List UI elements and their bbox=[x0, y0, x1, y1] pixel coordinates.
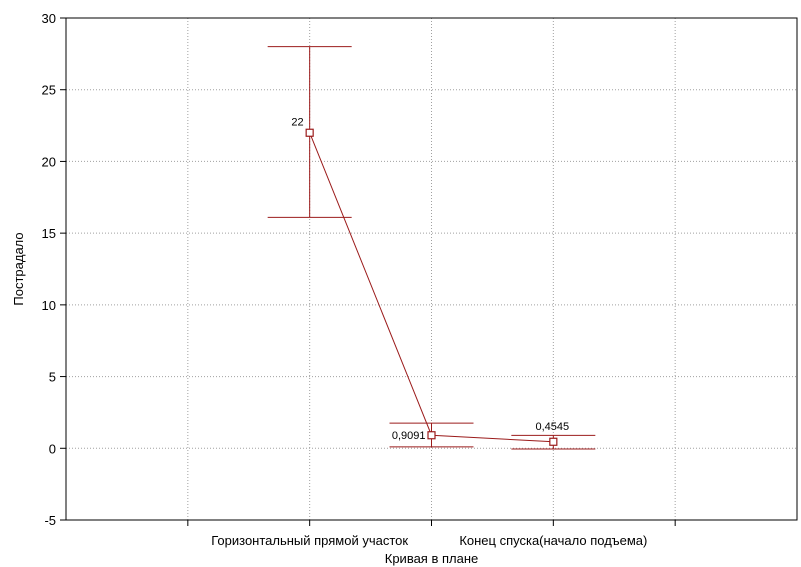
data-label: 0,9091 bbox=[392, 430, 426, 442]
y-tick-label: 10 bbox=[42, 298, 56, 313]
y-tick-label: 15 bbox=[42, 226, 56, 241]
x-axis: Горизонтальный прямой участок Конец спуск… bbox=[187, 520, 676, 548]
data-point bbox=[427, 431, 436, 440]
x-tick-label: Конец спуска(начало подъема) bbox=[459, 533, 647, 548]
y-tick-label: 25 bbox=[42, 83, 56, 98]
y-axis-title: Пострадало bbox=[11, 232, 26, 305]
data-label: 0,4545 bbox=[536, 421, 570, 433]
y-tick-label: 30 bbox=[42, 11, 56, 26]
x-tick-label: Горизонтальный прямой участок bbox=[211, 533, 408, 548]
x-axis-title: Кривая в плане bbox=[385, 551, 479, 566]
y-tick-label: 0 bbox=[49, 441, 56, 456]
y-tick-label: 5 bbox=[49, 370, 56, 385]
data-point bbox=[305, 128, 314, 137]
grid bbox=[66, 18, 797, 520]
data-label: 22 bbox=[291, 117, 303, 129]
series: 22 0,9091 0,4545 bbox=[267, 46, 596, 450]
y-tick-label: 20 bbox=[42, 154, 56, 169]
y-axis: -5 0 5 10 15 20 25 30 bbox=[42, 11, 66, 528]
y-tick-label: -5 bbox=[44, 513, 56, 528]
data-point bbox=[549, 437, 558, 446]
